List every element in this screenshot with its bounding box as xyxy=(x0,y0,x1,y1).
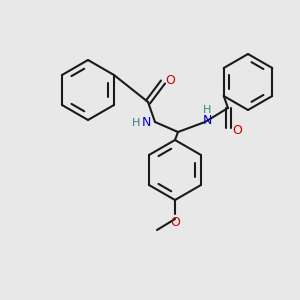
Text: H: H xyxy=(132,118,140,128)
Text: N: N xyxy=(202,113,212,127)
Text: H: H xyxy=(203,105,211,115)
Text: O: O xyxy=(232,124,242,136)
Text: O: O xyxy=(170,217,180,230)
Text: O: O xyxy=(165,74,175,86)
Text: N: N xyxy=(141,116,151,128)
